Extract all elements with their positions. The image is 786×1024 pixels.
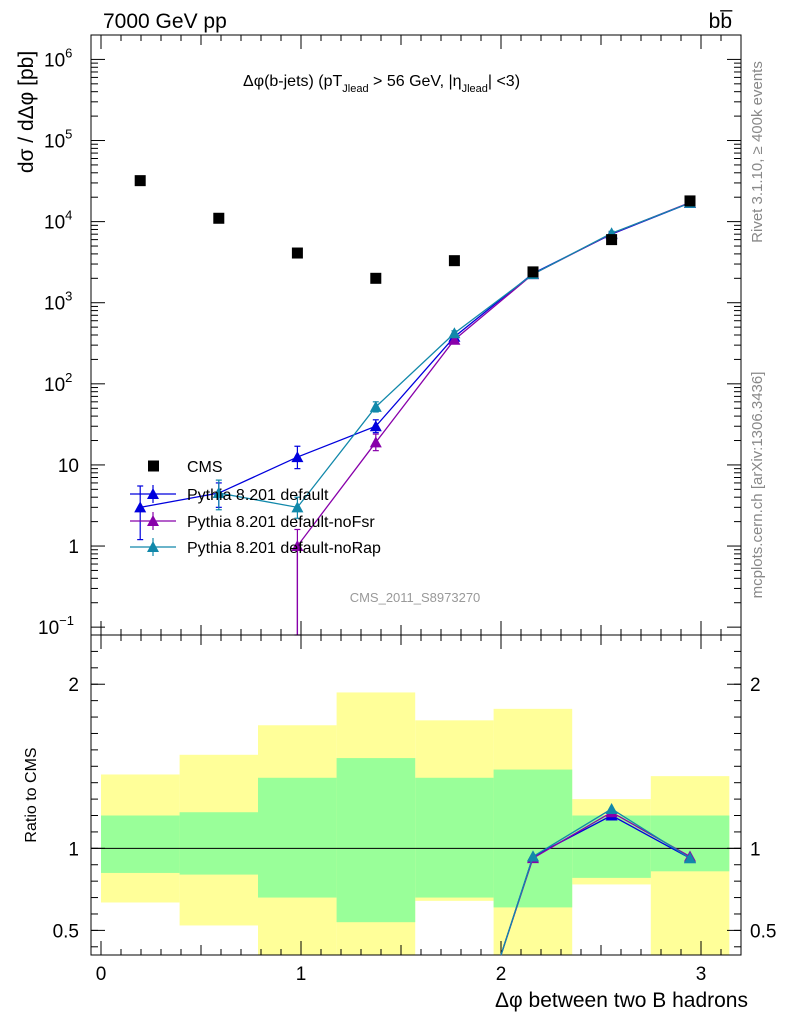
ratio-band-inner	[179, 812, 258, 875]
ratio-band-inner	[101, 815, 180, 873]
ratio-x-tick-label: 3	[696, 964, 707, 985]
ratio-y-tick-label-left: 0.5	[53, 921, 79, 942]
ratio-series-pythia-8-201-default-norap	[500, 802, 696, 956]
legend-marker	[147, 541, 159, 552]
data-point-square	[527, 266, 539, 278]
data-point-square	[134, 175, 146, 187]
watermark: CMS_2011_S8973270	[350, 590, 481, 605]
y-tick-label: 106	[44, 45, 72, 71]
ratio-axes: 0.5 1 2 1 2 0.5 0 1 2 3	[53, 635, 776, 985]
ratio-y-tick-label-left: 1	[68, 839, 79, 860]
data-point-square	[684, 195, 696, 207]
series-line	[140, 202, 691, 508]
reference-label: mcplots.cern.ch [arXiv:1306.3436]	[749, 372, 766, 599]
ratio-band-inner	[415, 777, 494, 898]
ratio-frame	[90, 634, 742, 956]
y-tick-label: 102	[44, 370, 72, 396]
data-point-square	[291, 247, 303, 259]
legend-label: CMS	[187, 459, 223, 476]
y-tick-label: 104	[44, 208, 72, 234]
main-axes: 10−1 1 10 102 103 104 105 106	[38, 34, 742, 639]
ratio-y-tick-label-right: 0.5	[750, 921, 776, 942]
ratio-band-inner	[258, 777, 337, 898]
ratio-panel: 0.5 1 2 1 2 0.5 0 1 2 3 Ratio to CMS Δφ between t…	[23, 634, 776, 1012]
rivet-label: Rivet 3.1.10, ≥ 400k events	[749, 61, 766, 243]
y-tick-label: 1	[68, 537, 79, 558]
ratio-y-tick-label-left: 2	[68, 675, 79, 696]
data-point-triangle	[369, 436, 382, 448]
legend-label: Pythia 8.201 default-noFsr	[187, 514, 375, 531]
series-line	[218, 202, 691, 509]
data-point-square	[213, 212, 225, 224]
data-point-triangle	[448, 327, 461, 339]
y-tick-label: 103	[44, 289, 72, 315]
ratio-x-tick-label: 1	[296, 964, 307, 985]
ratio-y-tick-label-right: 1	[750, 839, 761, 860]
legend-marker	[148, 460, 159, 472]
ratio-data	[500, 802, 696, 956]
ratio-band-inner	[572, 815, 651, 878]
y-tick-label: 10	[58, 456, 79, 477]
main-panel: 10−1 1 10 102 103 104 105 106 CMS_2011_S8973270…	[15, 34, 742, 639]
data-point-triangle	[291, 451, 304, 463]
series-line	[296, 201, 691, 635]
main-data	[134, 175, 696, 636]
main-ylabel: dσ / dΔφ [pb]	[15, 51, 38, 173]
energy-label: 7000 GeV pp	[103, 10, 227, 33]
data-point-triangle	[291, 501, 304, 513]
ratio-line	[500, 808, 691, 956]
ratio-point-triangle	[527, 850, 539, 862]
data-point-triangle	[369, 400, 382, 412]
main-title: Δφ(b-jets) (pTJlead > 56 GeV, |ηJlead| <…	[243, 73, 520, 95]
data-point-square	[448, 255, 460, 267]
ratio-point-triangle	[684, 852, 696, 864]
series-cms	[134, 175, 696, 284]
series-pythia-8-201-default-norap	[212, 196, 696, 519]
legend: CMS Pythia 8.201 default Pythia 8.201 defa…	[130, 459, 381, 557]
ratio-y-tick-label-right: 2	[750, 675, 761, 696]
data-point-triangle	[134, 501, 147, 513]
y-tick-label: 105	[44, 127, 72, 153]
data-point-triangle	[369, 420, 382, 432]
data-point-triangle	[291, 540, 304, 552]
ratio-band-inner	[336, 758, 416, 923]
process-label: bb̅	[709, 10, 734, 33]
data-point-square	[370, 272, 382, 284]
legend-marker	[147, 488, 159, 499]
legend-label: Pythia 8.201 default-noRap	[187, 540, 381, 557]
legend-label: Pythia 8.201 default	[187, 487, 329, 504]
data-point-square	[606, 234, 618, 246]
ratio-ylabel: Ratio to CMS	[23, 747, 40, 842]
ratio-x-tick-label: 2	[496, 964, 507, 985]
y-tick-label: 10−1	[38, 613, 74, 639]
legend-marker	[147, 515, 159, 526]
ratio-band-inner	[493, 769, 573, 908]
ratio-x-tick-label: 0	[96, 964, 107, 985]
ratio-xlabel: Δφ between two B hadrons	[495, 989, 748, 1012]
data-point-triangle	[448, 333, 461, 345]
series-pythia-8-201-default-nofsr	[291, 196, 696, 636]
ratio-point-triangle	[605, 802, 618, 814]
data-point-triangle	[212, 487, 225, 499]
ratio-bands	[101, 692, 730, 955]
